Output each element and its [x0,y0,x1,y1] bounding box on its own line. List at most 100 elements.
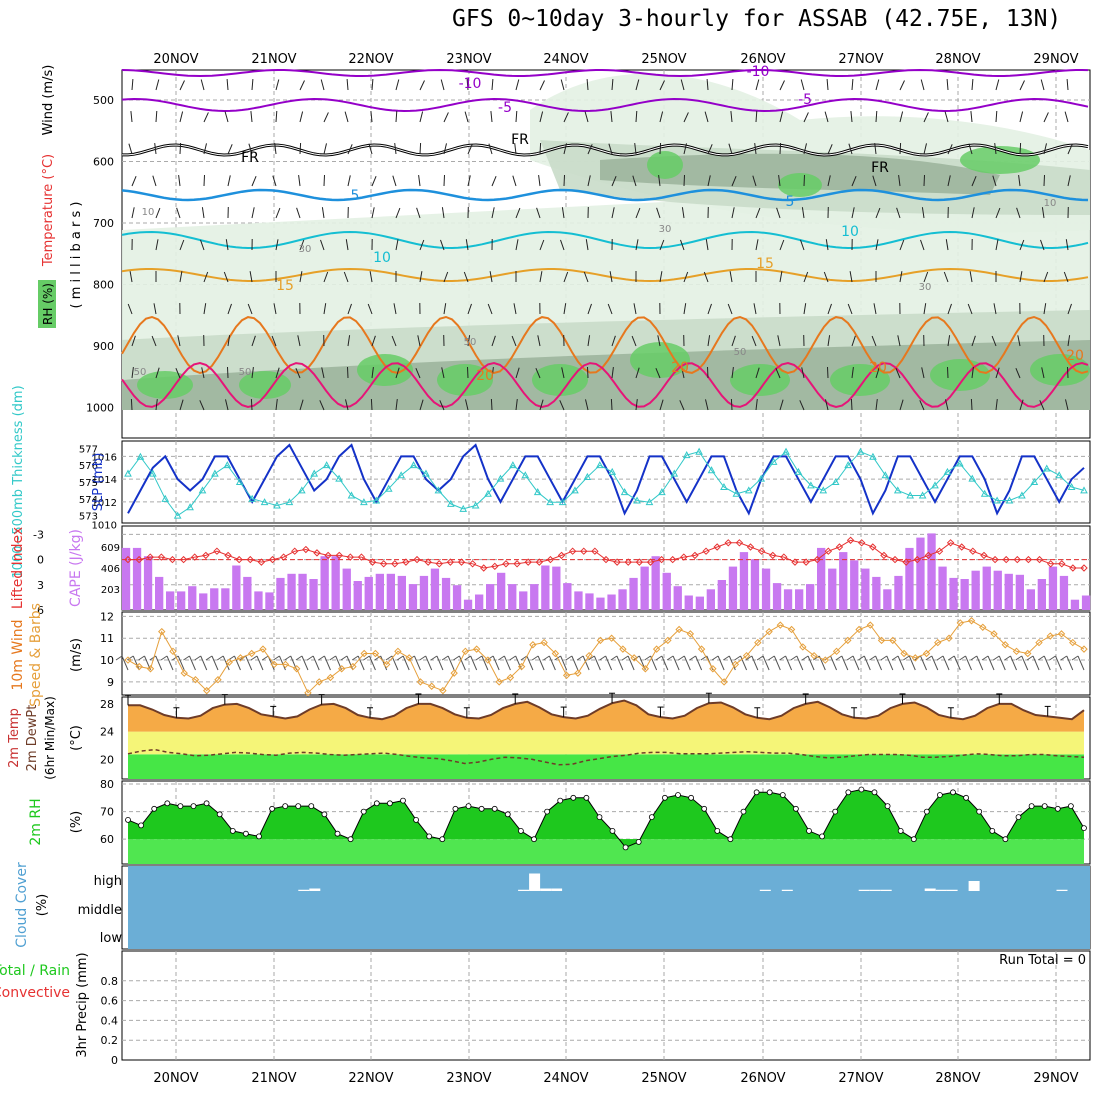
isotherm-label: 15 [756,256,774,272]
panel-frame-wind [121,611,1091,696]
cape-bar [596,597,605,610]
temp-tick: 24 [100,726,114,739]
wind-speed-marker [686,630,695,638]
wind-barb [395,207,401,219]
wind-barb [175,368,181,379]
wind-barb [443,112,449,123]
rh-legend-swatch [38,280,56,328]
lifted-index-marker [846,536,855,544]
lifted-index-marker [691,551,699,560]
thickness-marker [707,466,716,474]
thickness-marker [831,477,840,485]
cloud-tick: middle [78,903,122,918]
cape-bar [806,584,815,610]
wind-barb [656,207,661,219]
wind-barb [851,367,854,379]
surface-wind-barb-flag [453,655,460,661]
wind-barb [705,239,709,251]
wind-barb [251,207,255,219]
surface-wind-barb [503,655,511,671]
wind-speed-marker [248,649,256,658]
wind-barb [827,366,829,379]
wind-barb [467,303,472,315]
lifted-index-marker [946,539,955,547]
wind-barb [563,143,567,155]
wind-speed-marker [349,662,357,671]
wind-barb [731,207,735,219]
thickness-marker [471,501,480,509]
wind-barb [705,399,709,411]
surface-wind-barb [582,655,590,671]
wind-barb [395,367,400,379]
lifted-index-marker [346,553,355,561]
wind-speed-marker [922,649,931,658]
surface-wind-barb-flag [385,655,393,661]
thickness-marker [1067,483,1076,491]
wind-speed-marker [709,665,717,673]
lifted-index-marker [224,551,232,560]
pressure-tick: 800 [93,279,114,292]
wind-speed-marker [472,645,481,653]
lifted-index-marker [268,555,277,564]
lifted-index-marker [891,555,899,564]
wind-barb [943,271,949,283]
wind-barb [607,303,613,315]
cape-bar [497,572,506,610]
lifted-index-marker [457,558,466,566]
precip-tick: 0.6 [101,995,119,1008]
rh-marker [648,814,655,820]
wind-speed-marker [720,678,728,686]
wind-barb [130,398,133,411]
precip-tick: 0.2 [101,1034,119,1047]
slp-line [127,443,1085,516]
upper-ylabel-wind: Wind (m/s) [41,65,56,136]
isotherm-10 [121,230,1089,250]
surface-wind-barb-flag [351,655,359,661]
surface-wind-barb-flag [498,655,505,661]
isotherm-label: -10 [747,64,770,80]
wind-speed-marker [765,627,773,636]
wind-barb [1015,368,1021,379]
surface-wind-barb-flag [858,655,865,661]
surface-wind-barb [234,655,241,671]
wind-barb [755,110,758,123]
wind-barb [299,80,305,91]
surface-wind-barb-flag [396,655,404,661]
wind-barb [755,367,760,379]
pressure-tick: 700 [93,217,114,230]
wind-barb [489,271,493,283]
wind-barb [395,239,399,251]
cape-bar [629,577,638,610]
wind-barb [731,367,734,379]
wind-tick: 12 [100,610,114,623]
thickness-marker [248,494,256,502]
cape-bar [927,533,936,610]
wind-barb [227,366,229,379]
wind-barb [275,239,279,251]
surface-wind-barb-flag [183,655,190,661]
lifted-index-marker [535,558,544,566]
rh-marker [583,794,590,801]
day-label-top: 28NOV [935,52,980,67]
thickness-marker [235,477,244,485]
surface-wind-barb [413,655,421,671]
cape-bar [375,573,384,610]
wind-barb [561,207,565,219]
lifted-index-marker [924,551,933,560]
isotherm-label: 5 [786,194,795,210]
surface-wind-barb-flag [565,655,573,661]
rh-marker [819,833,825,840]
surface-wind-barb-flag [531,655,539,661]
lifted-index-marker [291,547,299,555]
thickness-marker [434,486,443,494]
wind-barb [369,271,373,283]
thickness-marker [658,488,666,496]
surface-wind-barb [841,655,849,671]
wind-barb [755,79,760,91]
wind-barb [920,239,925,251]
surface-wind-barb [121,655,129,671]
cape-bar [475,594,484,610]
wind-barb [251,367,254,379]
thickness-marker [881,471,890,479]
surface-wind-barb [335,655,343,671]
